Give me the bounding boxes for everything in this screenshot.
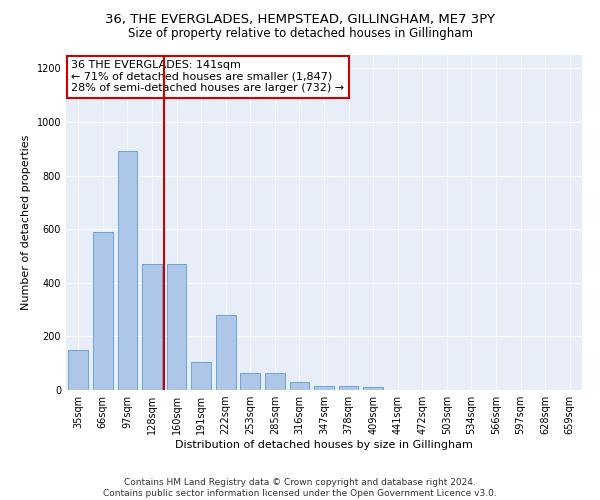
Bar: [339, 386, 358, 390]
Bar: [68, 350, 88, 390]
Bar: [142, 264, 162, 390]
Bar: [364, 388, 383, 390]
Bar: [191, 362, 211, 390]
Y-axis label: Number of detached properties: Number of detached properties: [21, 135, 31, 310]
Bar: [290, 382, 309, 390]
Bar: [314, 386, 334, 390]
X-axis label: Distribution of detached houses by size in Gillingham: Distribution of detached houses by size …: [175, 440, 473, 450]
Bar: [216, 315, 236, 390]
Bar: [118, 152, 137, 390]
Bar: [93, 232, 113, 390]
Bar: [265, 374, 284, 390]
Text: Size of property relative to detached houses in Gillingham: Size of property relative to detached ho…: [128, 28, 473, 40]
Bar: [241, 374, 260, 390]
Text: Contains HM Land Registry data © Crown copyright and database right 2024.
Contai: Contains HM Land Registry data © Crown c…: [103, 478, 497, 498]
Bar: [167, 264, 187, 390]
Text: 36 THE EVERGLADES: 141sqm
← 71% of detached houses are smaller (1,847)
28% of se: 36 THE EVERGLADES: 141sqm ← 71% of detac…: [71, 60, 344, 93]
Text: 36, THE EVERGLADES, HEMPSTEAD, GILLINGHAM, ME7 3PY: 36, THE EVERGLADES, HEMPSTEAD, GILLINGHA…: [105, 12, 495, 26]
